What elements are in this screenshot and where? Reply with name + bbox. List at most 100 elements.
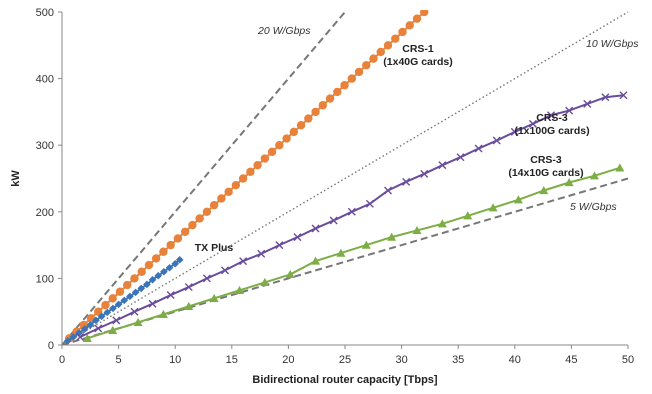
data-point xyxy=(112,316,121,325)
data-point xyxy=(412,14,422,23)
data-point xyxy=(365,199,374,208)
data-point xyxy=(133,317,143,326)
data-point xyxy=(510,127,519,136)
data-point xyxy=(173,234,183,243)
data-point xyxy=(123,280,132,290)
reference-line-label: 20 W/Gbps xyxy=(257,25,311,37)
data-point xyxy=(166,291,175,300)
data-point xyxy=(131,288,140,297)
series-label: CRS-3 (1x100G cards) xyxy=(514,112,589,137)
data-point xyxy=(528,119,537,128)
data-point xyxy=(148,275,157,284)
data-point xyxy=(195,214,204,223)
series-line xyxy=(68,10,428,340)
x-tick-label: 50 xyxy=(622,354,634,366)
data-point xyxy=(221,266,230,275)
data-point xyxy=(347,207,356,216)
data-point xyxy=(615,163,625,172)
data-point xyxy=(108,325,118,334)
y-tick-label: 100 xyxy=(36,273,54,285)
data-point xyxy=(239,257,248,266)
data-point xyxy=(420,10,429,17)
data-point xyxy=(143,280,151,289)
data-point xyxy=(209,293,219,302)
data-point xyxy=(387,232,397,241)
data-point xyxy=(130,307,139,316)
data-point xyxy=(427,1,435,9)
data-point xyxy=(402,177,411,186)
x-tick-label: 15 xyxy=(226,354,238,366)
data-point xyxy=(63,337,72,345)
data-point xyxy=(347,74,356,83)
data-point xyxy=(246,167,255,177)
data-point xyxy=(293,233,302,242)
x-axis-label: Bidirectional router capacity [Tbps] xyxy=(252,374,438,386)
x-tick-label: 0 xyxy=(59,354,65,366)
reference-line-label: 5 W/Gbps xyxy=(570,201,617,213)
y-tick-label: 500 xyxy=(36,7,54,19)
data-point xyxy=(209,200,219,210)
data-point xyxy=(325,94,335,103)
data-point xyxy=(165,263,174,272)
data-point xyxy=(354,67,364,77)
data-point xyxy=(438,161,447,170)
data-point xyxy=(144,260,154,270)
data-point xyxy=(267,147,277,157)
data-point xyxy=(260,277,270,286)
data-point xyxy=(405,21,414,30)
data-point xyxy=(257,249,266,258)
x-tick-label: 40 xyxy=(509,354,521,366)
data-point xyxy=(238,174,248,183)
data-point xyxy=(304,114,313,123)
series-label: CRS-3 (14x10G cards) xyxy=(508,154,583,179)
data-point xyxy=(92,316,100,325)
data-point xyxy=(456,153,465,162)
data-point xyxy=(619,91,628,100)
data-point xyxy=(151,254,161,263)
data-point xyxy=(282,134,291,143)
data-point xyxy=(154,271,163,280)
data-point xyxy=(202,207,212,216)
data-point xyxy=(234,285,244,294)
reference-line-label: 10 W/Gbps xyxy=(586,38,639,50)
data-point xyxy=(231,180,241,190)
data-point xyxy=(202,274,211,283)
data-point xyxy=(435,0,443,3)
data-point xyxy=(75,329,83,337)
data-point xyxy=(224,187,233,197)
data-point xyxy=(137,267,146,276)
data-point xyxy=(583,99,592,108)
data-point xyxy=(420,169,429,178)
x-tick-label: 25 xyxy=(339,354,351,366)
data-point xyxy=(289,127,299,137)
data-point xyxy=(103,308,112,317)
x-tick-label: 45 xyxy=(565,354,577,366)
data-point xyxy=(120,296,129,305)
reference-line xyxy=(62,11,629,345)
data-point xyxy=(94,324,103,333)
data-point xyxy=(217,194,226,203)
series-line xyxy=(87,166,621,340)
data-point xyxy=(86,321,95,329)
x-tick-label: 5 xyxy=(116,354,122,366)
data-point xyxy=(158,309,168,318)
data-point xyxy=(333,87,342,97)
data-point xyxy=(97,312,106,321)
data-point xyxy=(361,240,371,249)
data-point xyxy=(115,287,125,296)
data-point xyxy=(137,284,146,293)
reference-line xyxy=(62,11,346,345)
data-point xyxy=(175,255,184,264)
data-point xyxy=(369,54,378,63)
data-point xyxy=(329,216,338,225)
x-tick-label: 30 xyxy=(395,354,407,366)
data-point xyxy=(180,227,190,236)
data-point xyxy=(488,203,498,212)
data-point xyxy=(384,186,393,195)
data-point xyxy=(565,106,574,115)
data-point xyxy=(82,333,92,342)
data-point xyxy=(564,177,574,187)
data-point xyxy=(296,121,306,130)
data-point xyxy=(260,154,270,163)
